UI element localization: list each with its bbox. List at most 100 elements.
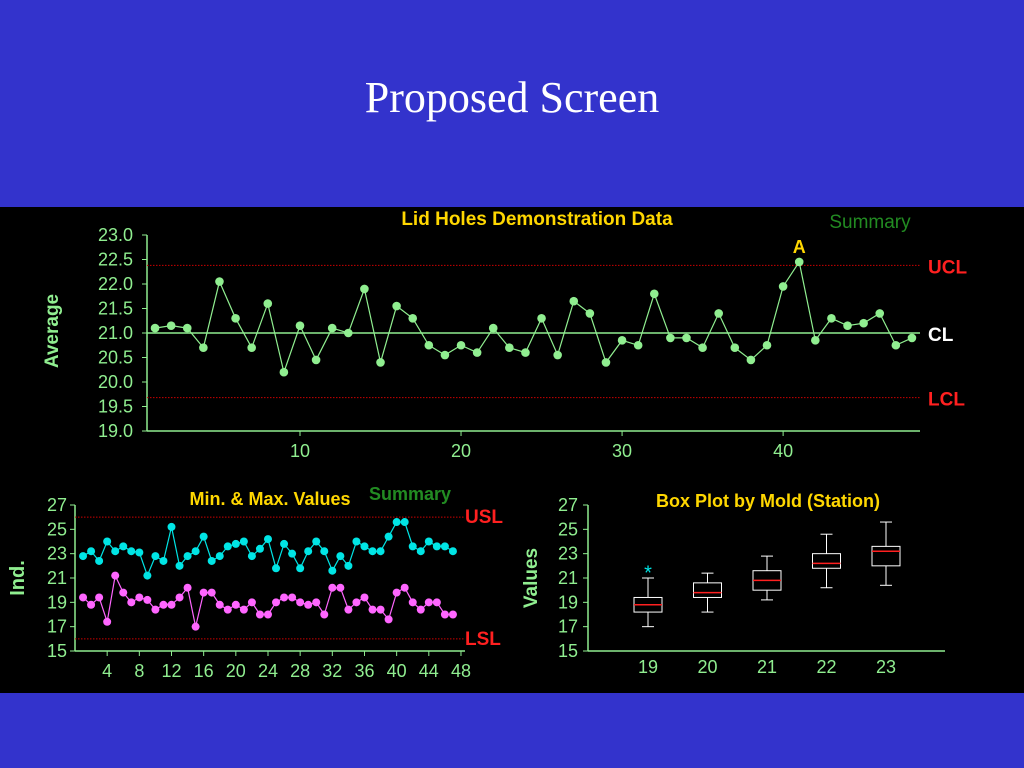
max-point bbox=[424, 537, 433, 546]
min-point bbox=[432, 598, 441, 607]
average-x-tick-label: 10 bbox=[290, 441, 310, 461]
average-point bbox=[617, 336, 627, 345]
min-point bbox=[127, 598, 136, 607]
min-max-x-tick-label: 12 bbox=[161, 661, 181, 681]
average-chart-summary[interactable]: Summary bbox=[829, 212, 911, 233]
min-point bbox=[183, 583, 192, 592]
max-point bbox=[215, 552, 224, 561]
max-point bbox=[207, 556, 216, 565]
average-y-tick-label: 20.5 bbox=[98, 348, 133, 368]
max-point bbox=[95, 556, 104, 565]
average-point bbox=[311, 355, 321, 365]
average-point bbox=[392, 301, 401, 311]
average-x-tick-label: 30 bbox=[612, 441, 632, 461]
max-point bbox=[400, 518, 409, 527]
max-point bbox=[280, 539, 289, 548]
box-plot-x-tick-label: 20 bbox=[697, 657, 717, 677]
max-point bbox=[368, 547, 377, 556]
max-point bbox=[135, 548, 144, 557]
max-point bbox=[312, 537, 321, 546]
slide-title: Proposed Screen bbox=[364, 73, 660, 122]
average-point bbox=[279, 367, 289, 377]
min-max-x-tick-label: 44 bbox=[419, 661, 439, 681]
min-point bbox=[288, 593, 297, 602]
average-y-tick-label: 23.0 bbox=[98, 225, 133, 245]
average-point bbox=[295, 321, 305, 330]
average-y-tick-label: 21.0 bbox=[98, 323, 133, 343]
min-max-x-tick-label: 8 bbox=[134, 661, 144, 681]
min-point bbox=[272, 598, 281, 607]
min-max-chart-summary[interactable]: Summary bbox=[369, 484, 451, 504]
average-point bbox=[505, 343, 514, 352]
max-point bbox=[408, 542, 417, 551]
max-point bbox=[320, 547, 329, 556]
average-point bbox=[521, 348, 530, 357]
box-plot-x-ticks: 19 20 21 22 23 bbox=[638, 657, 896, 677]
min-point bbox=[416, 605, 425, 614]
box-plot-x-tick-label: 23 bbox=[876, 657, 896, 677]
max-point bbox=[360, 542, 369, 551]
min-point bbox=[376, 605, 385, 614]
min-point bbox=[368, 605, 377, 614]
average-point bbox=[263, 299, 273, 308]
max-point bbox=[328, 566, 337, 575]
max-point bbox=[79, 552, 88, 561]
average-x-ticks: 10 20 30 40 bbox=[290, 431, 793, 461]
min-point bbox=[392, 588, 401, 597]
min-point bbox=[448, 610, 457, 619]
box-plot-y-tick-label: 27 bbox=[558, 495, 578, 515]
min-point bbox=[143, 595, 152, 604]
average-x-tick-label: 40 bbox=[773, 441, 793, 461]
box-plot-y-axis-label: Values bbox=[521, 548, 542, 608]
max-point bbox=[304, 547, 313, 556]
min-max-y-tick-label: 21 bbox=[47, 568, 67, 588]
average-point bbox=[649, 289, 659, 299]
average-point bbox=[472, 348, 482, 357]
max-point bbox=[392, 518, 401, 527]
usl-label: USL bbox=[465, 507, 503, 528]
min-point bbox=[304, 600, 313, 609]
max-point bbox=[231, 539, 240, 548]
min-max-y-tick-label: 27 bbox=[47, 495, 67, 515]
average-x-tick-label: 20 bbox=[451, 441, 471, 461]
average-point bbox=[907, 333, 917, 343]
min-max-y-tick-label: 17 bbox=[47, 617, 67, 637]
max-point bbox=[151, 552, 160, 561]
max-series-points bbox=[79, 518, 457, 580]
min-point bbox=[296, 598, 305, 607]
max-point bbox=[376, 547, 385, 556]
box-plot-chart: Box Plot by Mold (Station) Values 27 25 23… bbox=[521, 491, 945, 677]
min-max-y-axis-label: Ind. bbox=[7, 560, 29, 596]
average-point bbox=[827, 314, 836, 323]
min-max-x-ticks: 4 8 12 16 20 24 28 32 36 40 44 48 bbox=[102, 651, 471, 681]
min-point bbox=[239, 605, 248, 614]
average-point bbox=[746, 355, 756, 365]
average-y-tick-label: 21.5 bbox=[98, 299, 133, 319]
min-point bbox=[440, 610, 449, 619]
max-point bbox=[87, 547, 96, 556]
average-point bbox=[150, 323, 160, 333]
average-y-tick-label: 20.0 bbox=[98, 372, 133, 392]
average-point bbox=[811, 336, 820, 345]
average-point bbox=[327, 323, 337, 333]
average-series-line bbox=[154, 260, 913, 375]
average-point bbox=[231, 314, 240, 323]
box-plot-x-tick-label: 21 bbox=[757, 657, 777, 677]
min-max-x-tick-label: 28 bbox=[290, 661, 310, 681]
box-plot-x-tick-label: 22 bbox=[816, 657, 836, 677]
ucl-label: UCL bbox=[928, 257, 967, 278]
charts-canvas: Lid Holes Demonstration Data Summary Ave… bbox=[7, 209, 967, 681]
min-point bbox=[111, 571, 120, 580]
max-point bbox=[143, 571, 152, 580]
max-point bbox=[247, 552, 256, 561]
min-point bbox=[424, 598, 433, 607]
min-point bbox=[263, 610, 272, 619]
min-max-x-tick-label: 24 bbox=[258, 661, 278, 681]
alarm-marker: A bbox=[793, 237, 806, 257]
average-point bbox=[182, 323, 192, 333]
average-point bbox=[537, 314, 546, 323]
min-point bbox=[159, 600, 168, 609]
box-plot-y-tick-label: 23 bbox=[558, 544, 578, 564]
box-plot-boxes: * bbox=[633, 521, 901, 628]
max-point bbox=[416, 547, 425, 556]
